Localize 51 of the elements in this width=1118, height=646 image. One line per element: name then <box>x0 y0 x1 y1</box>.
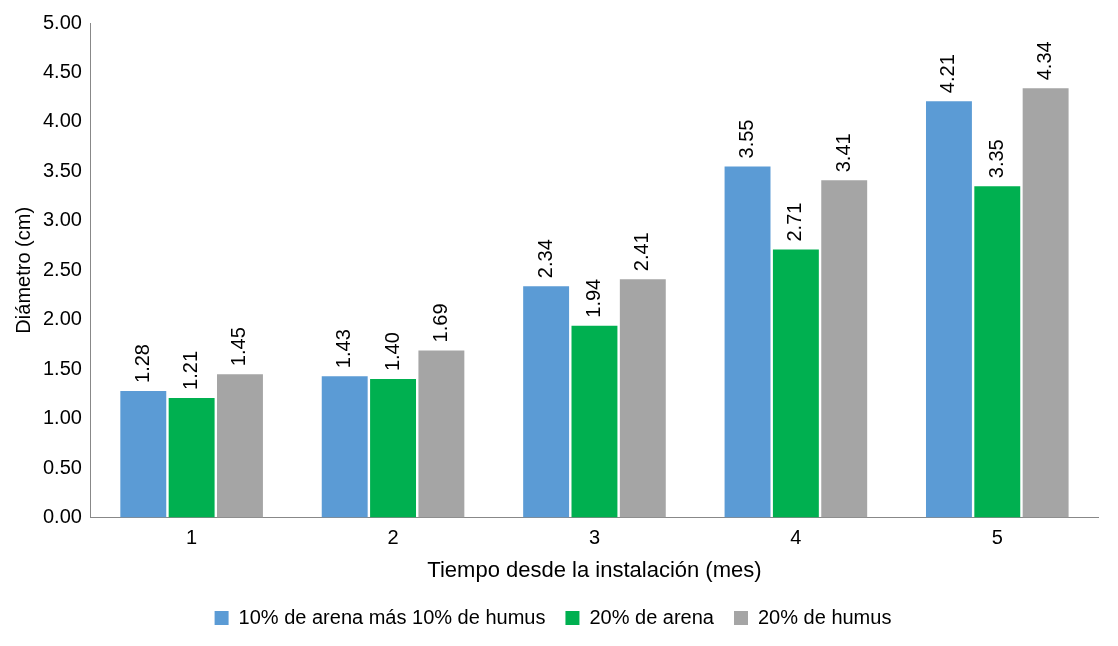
text: 1.00 <box>42 406 82 429</box>
data-label: 3.35 <box>984 139 1007 179</box>
data-label: 1.94 <box>581 278 604 318</box>
legend-label: 20% de arena <box>589 605 715 628</box>
text: 2.00 <box>42 307 82 330</box>
bar <box>619 279 666 518</box>
x-tick-label: 3 <box>588 526 601 549</box>
data-label: 3.55 <box>735 119 758 159</box>
legend-label: 20% de humus <box>757 605 892 628</box>
bar <box>925 101 972 518</box>
data-label: 4.34 <box>1033 41 1056 81</box>
data-label: 1.45 <box>227 327 250 367</box>
x-tick-label: 4 <box>790 526 802 549</box>
text: 0.50 <box>42 455 82 478</box>
data-label: 2.41 <box>630 232 653 272</box>
x-tick-label: 1 <box>186 526 198 549</box>
bar <box>772 249 819 518</box>
x-axis-title: Tiempo desde la instalación (mes) <box>427 556 762 582</box>
data-label: 1.43 <box>332 329 355 369</box>
bar <box>168 397 215 518</box>
bar <box>523 286 570 518</box>
text: 2.50 <box>42 257 82 280</box>
data-label: 1.69 <box>428 303 451 343</box>
text: 3.00 <box>42 208 82 231</box>
bar <box>1022 88 1069 518</box>
data-label: 1.28 <box>130 344 153 383</box>
bar <box>821 180 868 518</box>
text: 4.00 <box>42 109 82 132</box>
bar <box>724 166 771 518</box>
bar <box>217 374 263 518</box>
text: 3.50 <box>42 158 82 181</box>
bar <box>974 186 1021 518</box>
data-label: 2.34 <box>533 239 556 279</box>
text: 1.50 <box>42 356 82 379</box>
bar <box>120 390 167 518</box>
data-label: 1.40 <box>380 332 403 372</box>
text: 5.00 <box>42 10 82 33</box>
text: 0.00 <box>42 505 82 528</box>
y-axis-title: Diámetro (cm) <box>11 206 34 334</box>
data-label: 4.21 <box>936 54 959 94</box>
x-tick-label: 2 <box>387 526 399 549</box>
bar <box>418 350 465 518</box>
data-label: 2.71 <box>783 202 806 242</box>
data-label: 3.41 <box>831 133 854 173</box>
x-tick-label: 5 <box>991 526 1003 549</box>
bar <box>321 376 368 518</box>
bar <box>571 325 618 518</box>
bar <box>370 379 417 518</box>
legend-label: 10% de arena más 10% de humus <box>238 605 546 628</box>
text: 4.50 <box>42 59 82 82</box>
data-label: 1.21 <box>179 350 202 390</box>
